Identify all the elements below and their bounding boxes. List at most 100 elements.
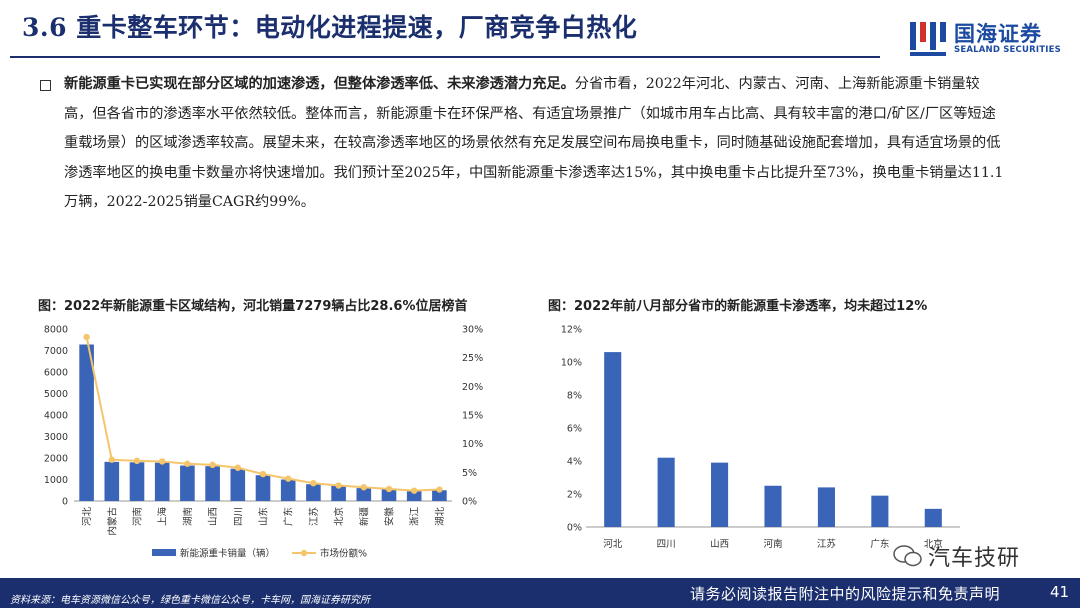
x-tick-label: 河北 — [81, 507, 93, 527]
bar — [79, 344, 94, 501]
y-tick-label: 8% — [567, 391, 582, 402]
x-tick-label: 河南 — [763, 538, 782, 550]
y-left-tick-label: 4000 — [44, 411, 68, 422]
bar — [817, 487, 835, 527]
share-point — [184, 460, 191, 467]
bar — [406, 491, 422, 501]
share-point — [335, 482, 342, 489]
share-point — [411, 487, 418, 494]
legend-line-label: 市场份额% — [320, 548, 367, 560]
bar — [331, 485, 346, 501]
y-tick-label: 10% — [561, 358, 582, 369]
y-tick-label: 12% — [561, 325, 582, 336]
bar — [129, 462, 145, 501]
y-tick-label: 6% — [567, 424, 582, 435]
x-tick-label: 四川 — [233, 507, 244, 526]
y-right-tick-label: 10% — [462, 439, 483, 450]
y-left-tick-label: 8000 — [44, 325, 68, 336]
bar — [104, 461, 120, 501]
footer-source: 资料来源：电车资源微信公众号，绿色重卡微信公众号，卡车网，国海证券研究所 — [10, 595, 370, 606]
bar — [205, 466, 220, 501]
share-point — [259, 470, 267, 478]
share-point — [108, 456, 116, 463]
share-point — [285, 475, 292, 482]
y-right-tick-label: 25% — [462, 353, 483, 364]
legend-bar-swatch — [152, 549, 176, 556]
chart2-title: 图：2022年前八月部分省市的新能源重卡渗透率，均未超过12% — [548, 299, 928, 314]
bar — [255, 475, 271, 501]
bar — [924, 508, 942, 527]
bar — [657, 457, 675, 527]
lead-sentence: 新能源重卡已实现在部分区域的加速渗透，但整体渗透率低、未来渗透潜力充足。 — [64, 76, 575, 92]
bar — [432, 490, 447, 501]
x-tick-label: 北京 — [924, 538, 943, 550]
share-point — [209, 461, 216, 469]
footer-bar — [0, 578, 1080, 608]
bar — [711, 462, 729, 527]
body-sentence: 分省市看，2022年河北、内蒙古、河南、上海新能源重卡销量较高，但各省市的渗透率… — [64, 76, 1004, 210]
x-tick-label: 湖南 — [182, 507, 194, 526]
logo-text-cn: 国海证券 — [954, 22, 1042, 46]
share-point — [436, 486, 443, 493]
x-tick-label: 山东 — [258, 507, 270, 526]
chart1-title: 图：2022年新能源重卡区域结构，河北销量7279辆占比28.6%位居榜首 — [38, 299, 468, 314]
share-point — [234, 464, 241, 471]
footer-disclaimer: 请务必阅读报告附注中的风险提示和免责声明 — [690, 585, 1001, 603]
chart1-regional-sales: 0 1000 2000 3000 4000 5000 6000 7000 8000 0% 5% 10%… — [44, 325, 483, 560]
x-tick-label: 山西 — [208, 507, 219, 526]
y-tick-label: 4% — [567, 457, 582, 468]
share-point — [133, 457, 141, 465]
share-point — [83, 333, 90, 341]
y-right-tick-label: 0% — [462, 497, 477, 508]
bar — [280, 479, 296, 501]
y-left-tick-label: 6000 — [44, 368, 68, 379]
y-tick-label: 2% — [567, 490, 582, 501]
wechat-icon — [893, 545, 922, 567]
x-tick-label: 湖北 — [435, 507, 446, 527]
x-tick-label: 广东 — [283, 507, 295, 526]
x-tick-label: 四川 — [657, 539, 676, 550]
x-tick-label: 河南 — [132, 507, 144, 526]
x-tick-label: 江苏 — [308, 507, 320, 527]
bar — [356, 488, 372, 501]
share-point — [360, 484, 367, 491]
x-tick-label: 浙江 — [409, 507, 421, 527]
share-point — [385, 485, 393, 493]
x-tick-label: 新疆 — [358, 507, 370, 527]
x-tick-label: 河北 — [603, 538, 623, 550]
x-tick-label: 北京 — [333, 507, 345, 526]
chart2-penetration-rate: 0% 2% 4% 6% 8% 10% 12% 河北 四川 山西 河南 江苏 广东 北京 — [561, 325, 960, 550]
bullet-square — [40, 80, 51, 91]
bar — [604, 352, 622, 527]
y-left-tick-label: 1000 — [44, 475, 68, 486]
legend-line-marker — [300, 549, 308, 557]
bar — [230, 468, 246, 501]
bar — [154, 462, 170, 501]
bar — [306, 484, 321, 501]
y-left-tick-label: 0 — [62, 497, 68, 508]
logo-text-en: SEALAND SECURITIES — [954, 45, 1061, 55]
bar — [871, 495, 889, 527]
x-tick-label: 山西 — [710, 539, 729, 550]
y-left-tick-label: 2000 — [44, 454, 68, 465]
y-left-tick-label: 7000 — [44, 346, 68, 357]
page-number: 41 — [1050, 583, 1070, 601]
x-tick-label: 安徽 — [384, 507, 396, 527]
logo-mark-icon — [910, 22, 946, 56]
bar — [764, 485, 782, 527]
y-right-tick-label: 15% — [462, 411, 483, 422]
header-divider — [10, 56, 880, 58]
company-logo: 国海证券 SEALAND SECURITIES — [908, 16, 1068, 60]
x-tick-label: 上海 — [157, 507, 169, 527]
y-left-tick-label: 3000 — [44, 432, 68, 443]
y-tick-label: 0% — [567, 523, 582, 534]
watermark-text: 汽车技研 — [928, 546, 1021, 571]
bar — [180, 465, 195, 501]
share-point — [310, 480, 317, 487]
legend-bar-label: 新能源重卡销量（辆） — [180, 548, 275, 560]
y-right-tick-label: 5% — [462, 468, 477, 479]
y-left-tick-label: 5000 — [44, 389, 68, 400]
x-tick-label: 江苏 — [817, 538, 837, 550]
y-right-tick-label: 30% — [462, 325, 483, 336]
page-title: 3.6 重卡整车环节：电动化进程提速，厂商竞争白热化 — [22, 13, 638, 42]
